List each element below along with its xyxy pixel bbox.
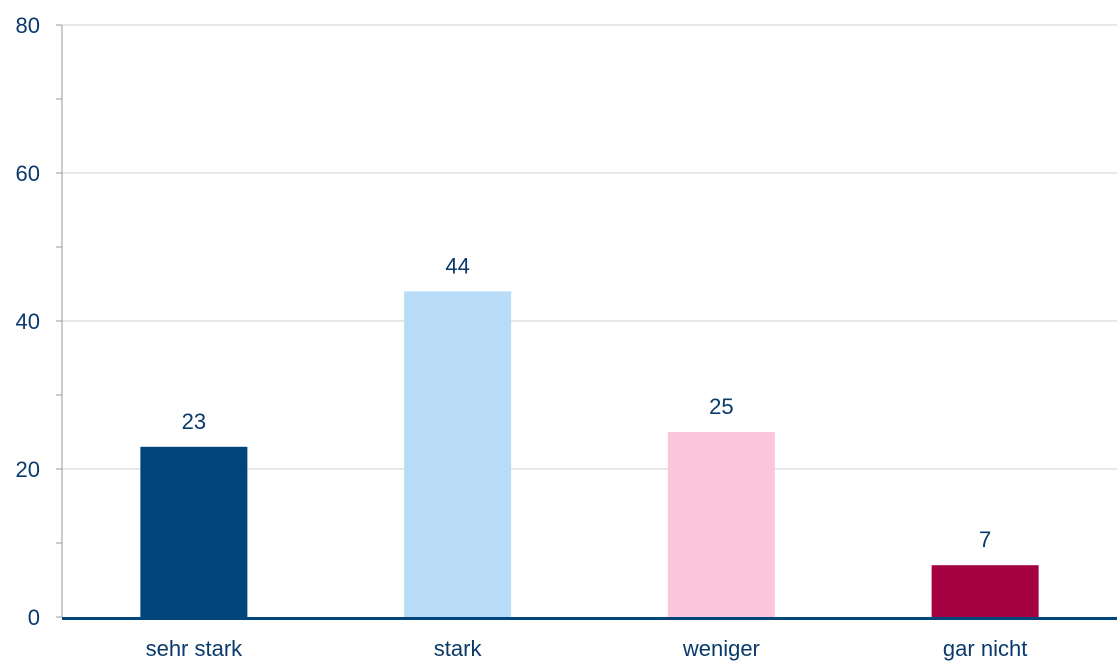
bar-2 (667, 432, 775, 617)
bar-0 (140, 446, 248, 617)
value-label-2: 25 (709, 394, 733, 419)
bars (140, 291, 1039, 617)
y-tick-label: 60 (16, 161, 40, 186)
category-label-1: stark (434, 636, 483, 661)
y-tick-label: 20 (16, 457, 40, 482)
axes (61, 25, 1117, 620)
labels: 23 sehr stark 44 stark 25 weniger 7 gar nicht (146, 253, 1028, 661)
y-axis-ticks: 0 20 40 60 80 (16, 13, 62, 630)
value-label-3: 7 (979, 527, 991, 552)
gridlines (62, 24, 1117, 470)
category-label-3: gar nicht (943, 636, 1027, 661)
bar-3 (931, 565, 1039, 617)
y-tick-label: 0 (28, 605, 40, 630)
bar-1 (404, 291, 512, 617)
category-label-2: weniger (682, 636, 760, 661)
y-tick-label: 80 (16, 13, 40, 38)
value-label-0: 23 (182, 409, 206, 434)
value-label-1: 44 (445, 253, 469, 278)
y-tick-label: 40 (16, 309, 40, 334)
category-label-0: sehr stark (146, 636, 244, 661)
